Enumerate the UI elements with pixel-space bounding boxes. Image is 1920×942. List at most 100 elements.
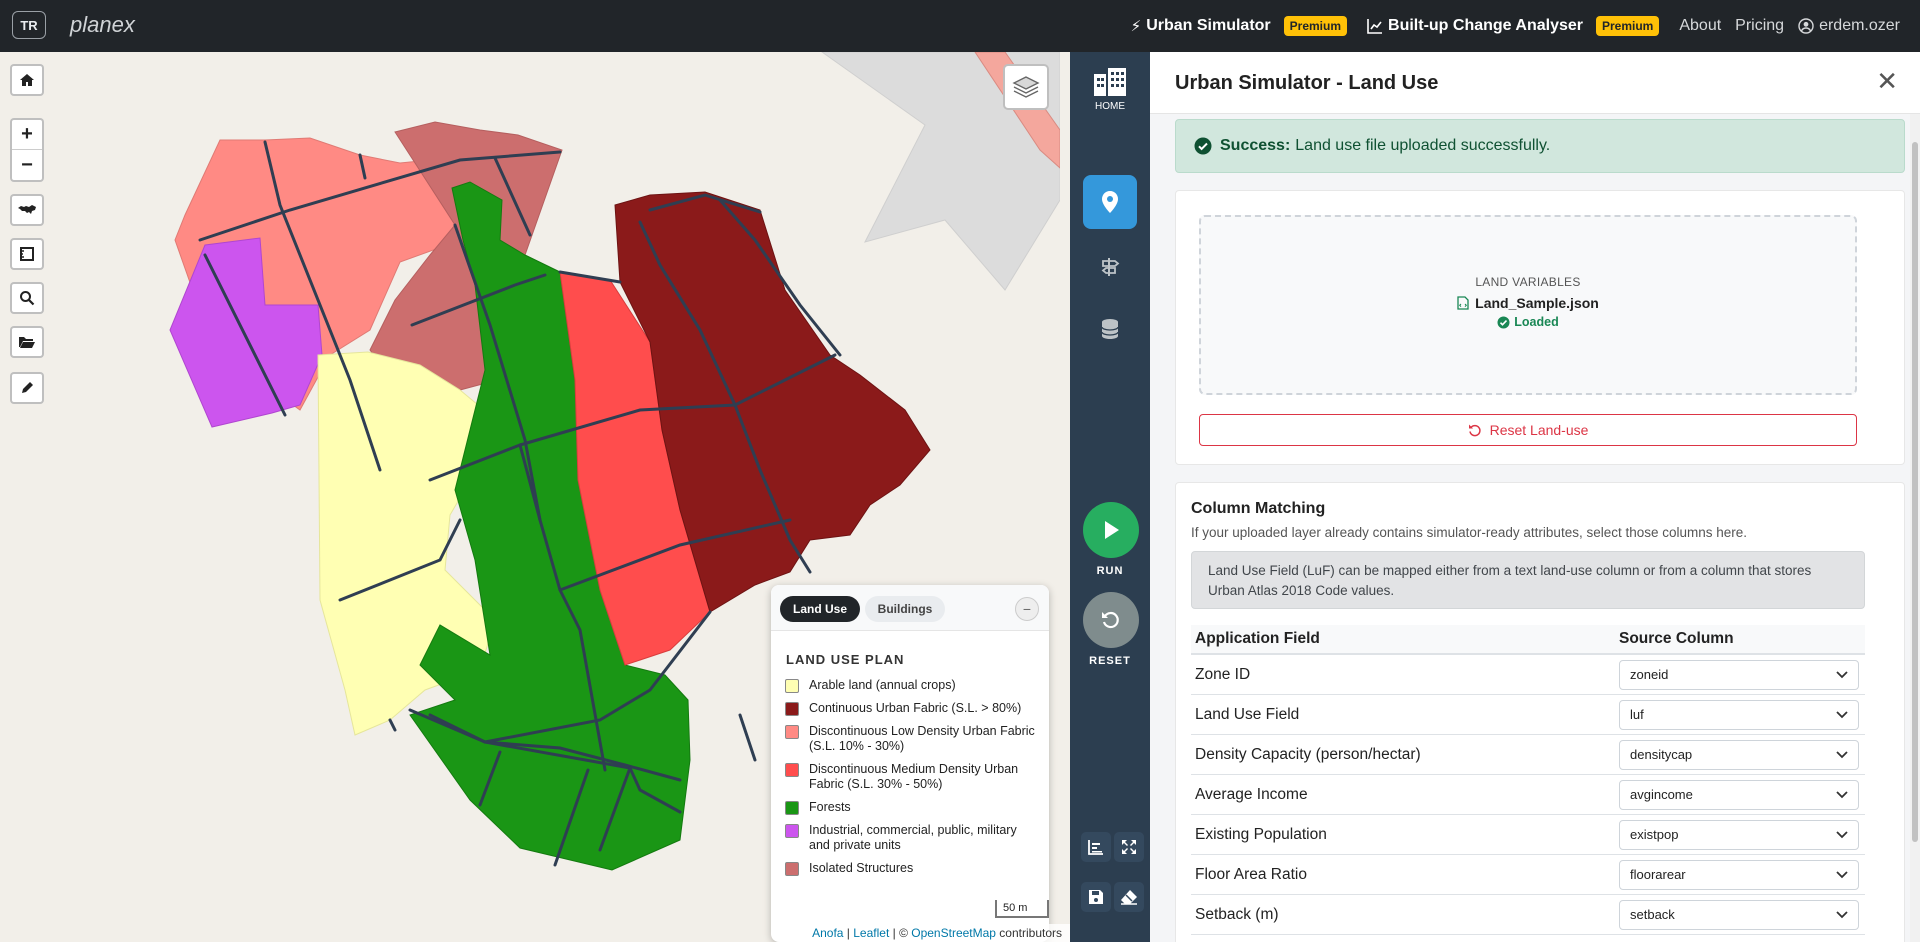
- source-column-select[interactable]: densitycap: [1619, 739, 1859, 770]
- header-application-field: Application Field: [1195, 630, 1320, 647]
- table-row: Land Use Field luf: [1191, 695, 1865, 735]
- nav-builtup-label: Built-up Change Analyser: [1388, 17, 1583, 34]
- attribution-anofa-link[interactable]: Anofa: [812, 926, 844, 940]
- upload-status: Loaded: [1201, 315, 1855, 329]
- source-column-select[interactable]: setback: [1619, 899, 1859, 930]
- zone-continuous-urban[interactable]: [614, 191, 931, 613]
- nav-pricing[interactable]: Pricing: [1735, 17, 1785, 34]
- sidebar-home-button[interactable]: HOME: [1070, 66, 1150, 112]
- field-label: Land Use Field: [1195, 705, 1300, 723]
- zoom-out-button[interactable]: −: [21, 153, 33, 176]
- bolt-icon: ⚡: [1130, 18, 1142, 35]
- attribution-leaflet-link[interactable]: Leaflet: [853, 926, 890, 940]
- premium-badge: Premium: [1283, 16, 1348, 36]
- alert-strong: Success:: [1220, 137, 1291, 154]
- map-edge-strip: [1060, 52, 1070, 942]
- land-use-panel: Urban Simulator - Land Use ✕ Success: La…: [1150, 52, 1920, 942]
- open-file-button[interactable]: [10, 326, 44, 358]
- street-network: [198, 140, 842, 867]
- file-code-icon: [1457, 296, 1469, 310]
- measure-button[interactable]: [10, 238, 44, 270]
- legend-item: Isolated Structures: [785, 861, 1040, 876]
- map-scale-bar: 50 m: [995, 900, 1049, 918]
- source-column-select[interactable]: existpop: [1619, 819, 1859, 850]
- sidebar-database-button[interactable]: [1083, 302, 1137, 356]
- sidebar-transport-button[interactable]: [1083, 240, 1137, 294]
- nav-builtup-analyser[interactable]: Built-up Change Analyser Premium: [1367, 16, 1660, 36]
- table-row: Setback (m) setback: [1191, 895, 1865, 935]
- language-switch[interactable]: TR: [12, 11, 46, 39]
- home-extent-button[interactable]: [10, 64, 44, 96]
- panel-close-button[interactable]: ✕: [1876, 66, 1898, 96]
- sidebar-land-use-button[interactable]: [1083, 175, 1137, 229]
- zone-medium-density[interactable]: [559, 271, 711, 666]
- world-map-icon: [18, 205, 36, 214]
- land-use-map-canvas[interactable]: [0, 52, 1070, 942]
- legend-label: Arable land (annual crops): [809, 678, 956, 692]
- legend-minimize-button[interactable]: −: [1015, 597, 1039, 621]
- map-marker-icon: [1102, 191, 1118, 213]
- legend-tab-buildings[interactable]: Buildings: [865, 596, 945, 622]
- user-name: erdem.ozer: [1819, 17, 1900, 34]
- map-view[interactable]: + − Land Use: [0, 52, 1070, 942]
- buildings-icon: [1094, 68, 1126, 96]
- chart-report-button[interactable]: [1081, 832, 1111, 862]
- source-column-select[interactable]: avgincome: [1619, 779, 1859, 810]
- zone-forest[interactable]: [409, 181, 691, 871]
- search-button[interactable]: [10, 282, 44, 314]
- zoom-in-button[interactable]: +: [12, 120, 42, 150]
- chart-line-icon: [1367, 19, 1383, 34]
- source-column-select[interactable]: floorarear: [1619, 859, 1859, 890]
- brand-logo[interactable]: planex: [70, 12, 135, 37]
- legend-label: Discontinuous Low Density Urban Fabric (…: [809, 724, 1035, 753]
- layers-control-button[interactable]: [1003, 64, 1049, 110]
- legend-swatch: [785, 679, 799, 693]
- draw-button[interactable]: [10, 372, 44, 404]
- field-label: Average Income: [1195, 785, 1308, 803]
- panel-scrollbar-thumb[interactable]: [1912, 142, 1918, 842]
- file-dropzone[interactable]: LAND VARIABLES Land_Sample.json Loaded: [1199, 215, 1857, 395]
- fullscreen-button[interactable]: [1114, 832, 1144, 862]
- column-matching-description: If your uploaded layer already contains …: [1191, 525, 1748, 540]
- run-button[interactable]: [1083, 502, 1139, 558]
- legend-swatch: [785, 862, 799, 876]
- pencil-icon: [22, 382, 33, 393]
- expand-icon: [1122, 840, 1136, 854]
- select-value: existpop: [1630, 827, 1679, 842]
- nav-about[interactable]: About: [1679, 17, 1722, 34]
- upload-status-text: Loaded: [1514, 315, 1559, 329]
- legend-item: Continuous Urban Fabric (S.L. > 80%): [785, 701, 1040, 716]
- legend-tab-land-use[interactable]: Land Use: [780, 596, 860, 622]
- save-button[interactable]: [1081, 882, 1111, 912]
- ruler-square-icon: [20, 247, 34, 261]
- select-value: avgincome: [1630, 787, 1693, 802]
- erase-button[interactable]: [1114, 882, 1144, 912]
- undo-icon: [1102, 611, 1119, 629]
- field-label: Floor Area Ratio: [1195, 865, 1307, 883]
- legend-label: Forests: [809, 800, 851, 814]
- select-value: luf: [1630, 707, 1644, 722]
- field-label: Setback (m): [1195, 905, 1279, 923]
- sidebar-home-label: HOME: [1095, 101, 1125, 112]
- nav-urban-simulator[interactable]: ⚡ Urban Simulator Premium: [1130, 16, 1348, 36]
- reset-land-use-button[interactable]: Reset Land-use: [1199, 414, 1857, 446]
- zone-industrial[interactable]: [169, 237, 323, 428]
- source-column-select[interactable]: zoneid: [1619, 659, 1859, 690]
- basemap-button[interactable]: [10, 194, 44, 226]
- folder-open-icon: [19, 337, 35, 348]
- simulator-sidebar: HOME RUN RESET: [1070, 52, 1150, 942]
- check-circle-icon: [1497, 316, 1510, 328]
- panel-header: Urban Simulator - Land Use ✕: [1150, 52, 1920, 114]
- attribution-separator: |: [843, 926, 854, 940]
- legend-swatch: [785, 824, 799, 838]
- eraser-icon: [1121, 890, 1137, 905]
- user-menu[interactable]: erdem.ozer: [1798, 17, 1900, 35]
- attribution-osm-link[interactable]: OpenStreetMap: [911, 926, 996, 940]
- select-value: floorarear: [1630, 867, 1686, 882]
- reset-land-use-label: Reset Land-use: [1489, 422, 1589, 438]
- layers-icon: [1012, 76, 1040, 98]
- column-matching-card: Column Matching If your uploaded layer a…: [1175, 482, 1905, 942]
- reset-simulation-button[interactable]: [1083, 592, 1139, 648]
- uploaded-file-name: Land_Sample.json: [1475, 295, 1599, 311]
- source-column-select[interactable]: luf: [1619, 699, 1859, 730]
